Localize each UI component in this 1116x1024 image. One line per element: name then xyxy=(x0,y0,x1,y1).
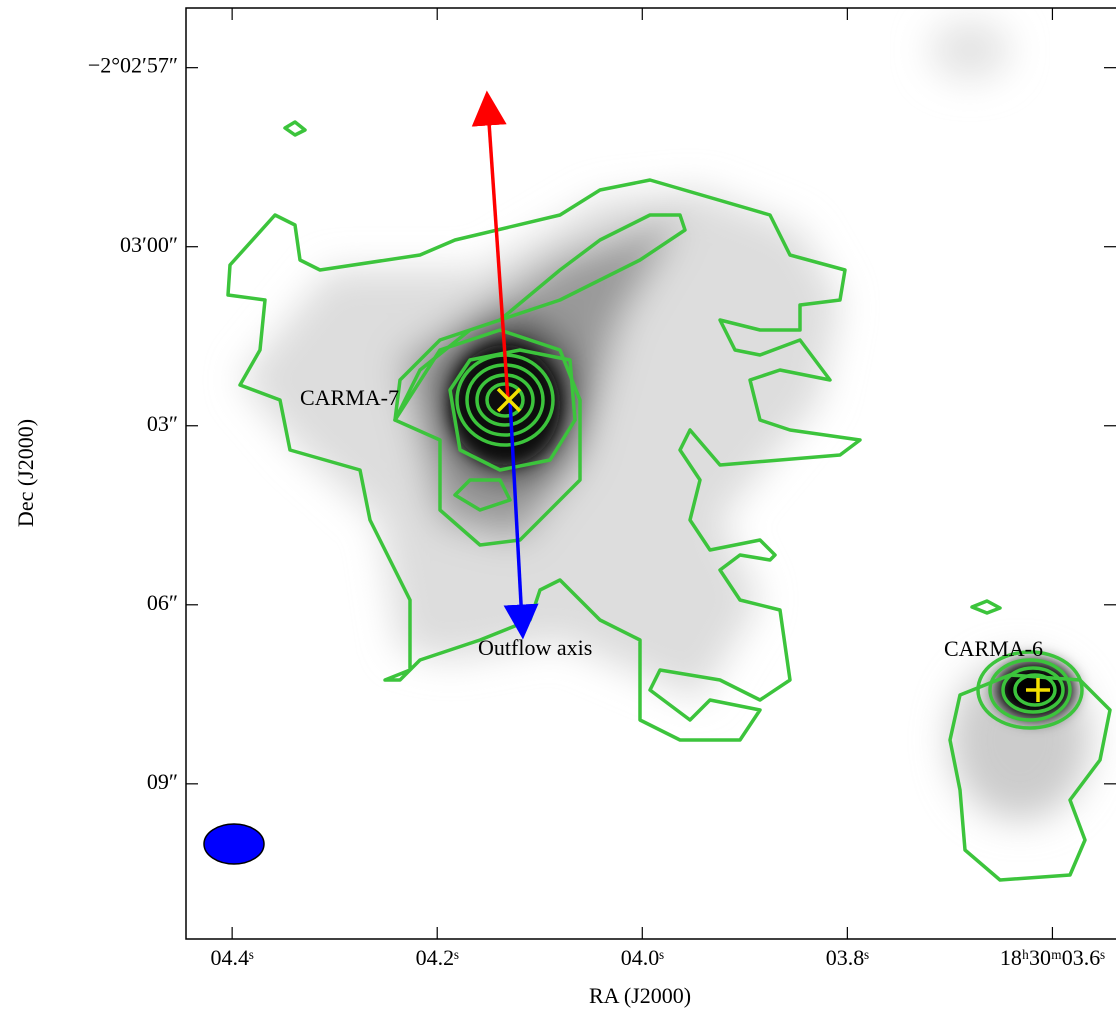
y-tick-label: 06″ xyxy=(147,590,178,615)
x-tick-label: 18ʰ30ᵐ03.6ˢ xyxy=(1000,945,1105,970)
outflow-blue xyxy=(503,399,539,640)
x-tick-label: 04.0ˢ xyxy=(621,945,665,970)
y-tick-label: 03′00″ xyxy=(120,232,178,257)
annotation: Outflow axis xyxy=(478,635,592,660)
annotation: CARMA-6 xyxy=(944,636,1043,661)
beam xyxy=(203,823,265,865)
y-tick-label: −2°02′57″ xyxy=(88,53,178,78)
y-tick-label: 09″ xyxy=(147,769,178,794)
outflow-red xyxy=(471,90,510,401)
frame xyxy=(185,7,1116,940)
image xyxy=(203,20,1112,882)
x-tick-label: 04.2ˢ xyxy=(416,945,460,970)
x-tick-label: 04.4ˢ xyxy=(211,945,255,970)
y-axis-label: Dec (J2000) xyxy=(13,419,38,527)
source-marker xyxy=(496,387,522,413)
x-axis-label: RA (J2000) xyxy=(589,983,691,1008)
source-marker xyxy=(1026,678,1050,702)
x-tick-label: 03.8ˢ xyxy=(826,945,870,970)
y-tick-label: 03″ xyxy=(147,411,178,436)
annotation: CARMA-7 xyxy=(300,385,399,410)
contours xyxy=(226,120,1112,882)
